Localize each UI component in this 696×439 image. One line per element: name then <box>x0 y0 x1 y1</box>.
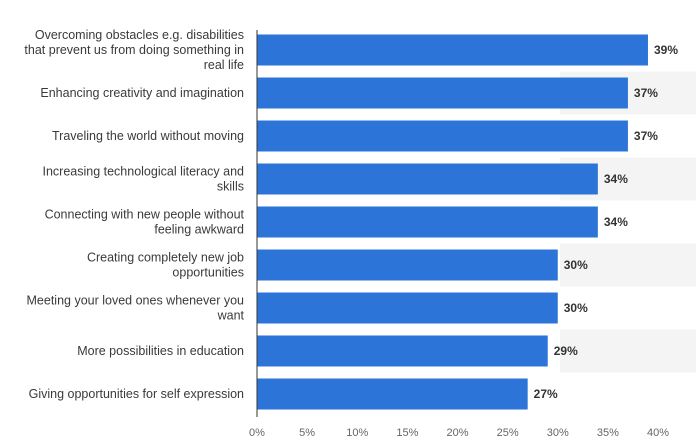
x-tick-label: 5% <box>299 427 315 439</box>
x-tick-label: 35% <box>597 427 619 439</box>
value-label: 30% <box>564 301 588 315</box>
bar <box>257 120 628 152</box>
row-stripe <box>560 329 696 373</box>
x-tick-label: 15% <box>396 427 418 439</box>
bar <box>257 335 548 367</box>
value-label: 37% <box>634 86 658 100</box>
category-label: Increasing technological literacy and ski… <box>42 165 244 194</box>
x-tick-label: 40% <box>647 427 669 439</box>
value-label: 34% <box>604 215 628 229</box>
x-tick-label: 25% <box>497 427 519 439</box>
category-label: Connecting with new people without feelin… <box>45 208 245 237</box>
value-label: 34% <box>604 172 628 186</box>
value-labels: 39% 37% 37% 34% 34% 30% 30% 29% 27% <box>534 43 679 401</box>
value-label: 29% <box>554 344 578 358</box>
bar <box>257 206 598 238</box>
x-tick-label: 20% <box>446 427 468 439</box>
category-label: Creating completely new job opportunities <box>87 251 244 280</box>
x-tick-label: 10% <box>346 427 368 439</box>
bar <box>257 163 598 195</box>
bar <box>257 34 648 66</box>
x-tick-label: 30% <box>547 427 569 439</box>
value-label: 27% <box>534 387 558 401</box>
value-label: 37% <box>634 129 658 143</box>
bar <box>257 292 558 324</box>
category-label: Enhancing creativity and imagination <box>40 86 244 100</box>
category-label: Overcoming obstacles e.g. disabilities th… <box>24 28 244 72</box>
value-label: 39% <box>654 43 678 57</box>
bar <box>257 77 628 109</box>
x-tick-label: 0% <box>249 427 265 439</box>
category-label: Meeting your loved ones whenever you want <box>27 294 245 323</box>
row-stripe <box>560 243 696 287</box>
background-stripes <box>560 71 696 373</box>
bar <box>257 378 528 410</box>
bar <box>257 249 558 281</box>
x-axis-ticks: 0% 5% 10% 15% 20% 25% 30% 35% 40% <box>249 427 669 439</box>
bars-group <box>257 34 648 410</box>
value-label: 30% <box>564 258 588 272</box>
category-labels: Overcoming obstacles e.g. disabilities th… <box>24 28 244 401</box>
category-label: Traveling the world without moving <box>52 129 244 143</box>
category-label: More possibilities in education <box>77 344 244 358</box>
category-label: Giving opportunities for self expression <box>29 387 244 401</box>
